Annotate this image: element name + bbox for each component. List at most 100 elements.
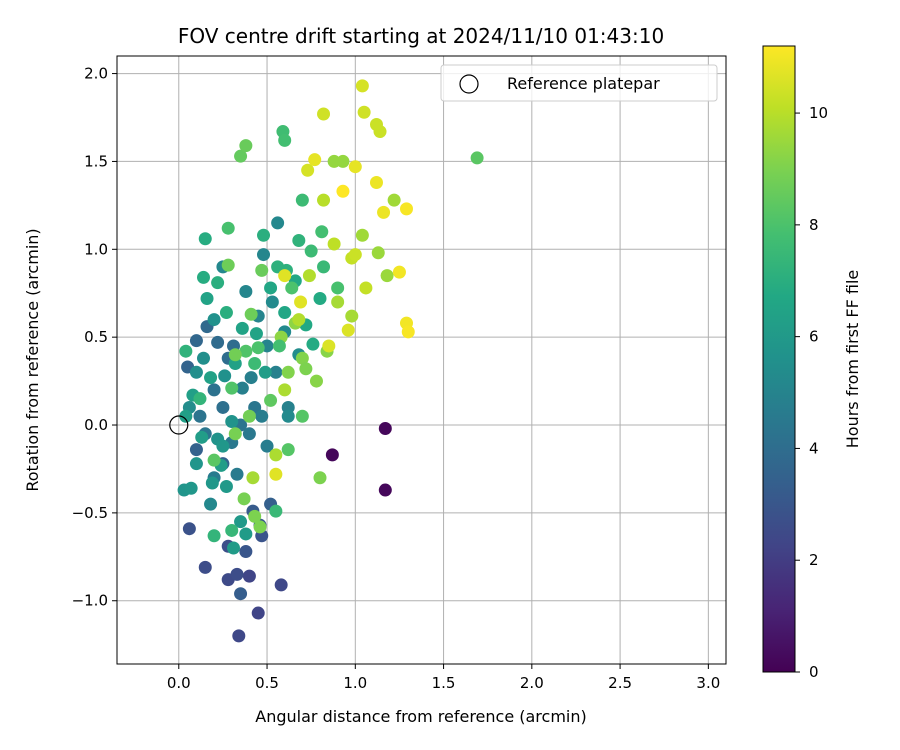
colorbar-tick-label: 8 [809, 216, 819, 234]
data-point [239, 139, 253, 153]
data-point [253, 520, 267, 534]
data-point [249, 327, 263, 341]
x-tick-label: 1.0 [343, 674, 367, 692]
data-point [179, 344, 193, 358]
data-point [244, 371, 258, 385]
data-point [387, 193, 401, 207]
data-point [211, 276, 225, 290]
data-point [189, 457, 203, 471]
legend-entry-reference: Reference platepar [507, 74, 660, 93]
data-point [336, 184, 350, 198]
data-point [228, 427, 242, 441]
data-point [369, 176, 383, 190]
x-axis-ticks: 0.0 0.5 1.0 1.5 2.0 2.5 3.0 [167, 664, 720, 692]
y-tick-label: 1.0 [84, 240, 108, 258]
data-point [248, 357, 262, 371]
data-point [239, 284, 253, 298]
data-point [322, 339, 336, 353]
data-point [239, 344, 253, 358]
data-point [200, 291, 214, 305]
y-tick-label: 0.5 [84, 328, 108, 346]
data-point [470, 151, 484, 165]
data-point [219, 306, 233, 320]
data-point [242, 409, 256, 423]
data-point [274, 578, 288, 592]
data-point [313, 471, 327, 485]
data-point [309, 374, 323, 388]
data-point [219, 480, 233, 494]
colorbar-tick-label: 10 [809, 104, 828, 122]
data-point [271, 216, 285, 230]
data-point [189, 443, 203, 457]
data-point [216, 400, 230, 414]
data-point [198, 232, 212, 246]
reference-marker-layer [169, 415, 189, 435]
data-point [225, 415, 239, 429]
data-point [251, 341, 265, 355]
data-point [189, 365, 203, 379]
colorbar-tick-label: 6 [809, 328, 819, 346]
data-point [234, 587, 248, 601]
data-point [348, 160, 362, 174]
colorbar-ticks: 0 2 4 6 8 10 [795, 104, 828, 681]
data-point [228, 348, 242, 362]
data-point [204, 371, 218, 385]
data-point [227, 541, 241, 555]
data-point [193, 392, 207, 406]
data-point [317, 193, 331, 207]
y-axis-label: Rotation from reference (arcmin) [23, 228, 42, 491]
colorbar-tick-label: 2 [809, 551, 819, 569]
data-point [295, 351, 309, 365]
data-point [242, 427, 256, 441]
data-point [221, 221, 235, 235]
y-tick-label: 1.5 [84, 152, 108, 170]
data-point [369, 118, 383, 132]
x-tick-label: 0.5 [255, 674, 279, 692]
data-point [196, 270, 210, 284]
x-axis-label: Angular distance from reference (arcmin) [255, 707, 586, 726]
data-point [308, 153, 322, 167]
data-point [196, 351, 210, 365]
data-point [327, 237, 341, 251]
x-tick-label: 2.0 [520, 674, 544, 692]
data-point [264, 281, 278, 295]
legend-box [440, 64, 718, 102]
data-point [306, 337, 320, 351]
data-point [232, 629, 246, 643]
data-point [179, 409, 193, 423]
x-tick-label: 2.5 [608, 674, 632, 692]
x-tick-label: 1.5 [432, 674, 456, 692]
data-point [239, 527, 253, 541]
data-point [264, 393, 278, 407]
data-point [355, 228, 369, 242]
data-point [278, 133, 292, 147]
data-point [269, 448, 283, 462]
data-point [207, 313, 221, 327]
data-point [357, 105, 371, 119]
chart-title: FOV centre drift starting at 2024/11/10 … [178, 24, 664, 48]
data-point [269, 467, 283, 481]
data-point [272, 339, 286, 353]
data-point [281, 409, 295, 423]
data-point [230, 467, 244, 481]
data-point [246, 471, 260, 485]
data-point [399, 202, 413, 216]
data-point [184, 481, 198, 495]
data-point [345, 309, 359, 323]
data-point [207, 529, 221, 543]
data-point [294, 295, 308, 309]
data-point [315, 225, 329, 239]
data-point [234, 515, 248, 529]
data-point [269, 504, 283, 518]
data-point [281, 365, 295, 379]
data-point [207, 453, 221, 467]
legend: Reference platepar [440, 64, 718, 102]
data-point [355, 79, 369, 93]
data-point [348, 248, 362, 262]
data-point [295, 409, 309, 423]
data-point [401, 325, 415, 339]
colorbar: 0 2 4 6 8 10 Hours from first FF file [762, 45, 862, 681]
data-point [265, 295, 279, 309]
y-tick-label: 2.0 [84, 65, 108, 83]
